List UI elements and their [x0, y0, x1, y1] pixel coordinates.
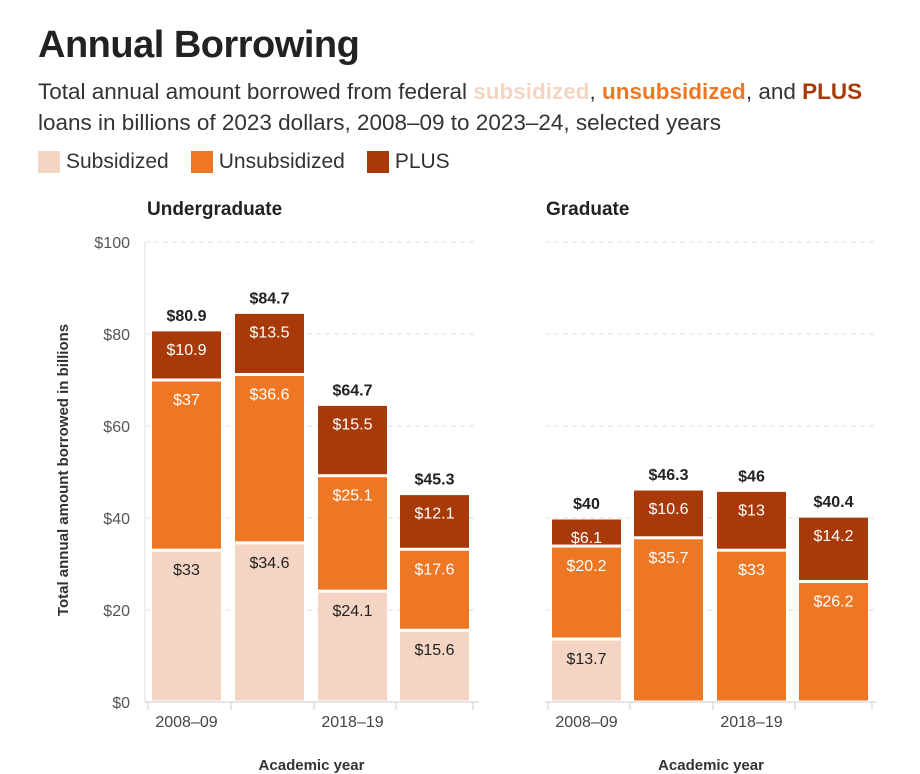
bar-segment-plus: [634, 490, 703, 537]
x-tick-label: 2018–19: [321, 714, 383, 731]
y-tick-label: $40: [103, 511, 130, 528]
subtitle-text-1: Total annual amount borrowed from federa…: [38, 79, 474, 104]
bar-segment-unsubsidized: [552, 547, 621, 638]
bar-segment-unsubsidized: [235, 375, 304, 542]
bar-segment-subsidized: [400, 631, 469, 701]
bar-value-label-subsidized: $33: [173, 562, 200, 579]
y-tick-label: $0: [112, 695, 130, 712]
y-tick-label: $20: [103, 603, 130, 620]
bar-segment-plus: [717, 491, 786, 549]
bar-value-label-unsubsidized: $33: [738, 562, 765, 579]
y-tick-label: $60: [103, 419, 130, 436]
x-axis-title: Academic year: [259, 757, 365, 774]
bar-segment-unsubsidized: [400, 550, 469, 629]
bar-value-label-unsubsidized: $26.2: [813, 593, 853, 610]
bar-total-label: $45.3: [414, 472, 454, 489]
bar-segment-plus: [799, 517, 868, 580]
bar-segment-subsidized: [235, 544, 304, 701]
legend-swatch-unsubsidized: [190, 151, 213, 173]
bar-value-label-plus: $6.1: [571, 530, 602, 547]
subtitle-text-3: , and: [745, 79, 803, 104]
panel-title-graduate: Graduate: [546, 199, 629, 220]
bar-total-label: $46: [738, 468, 765, 485]
bar-value-label-plus: $15.5: [332, 416, 372, 433]
bar-segment-unsubsidized: [152, 381, 221, 549]
bar-value-label-unsubsidized: $20.2: [566, 558, 606, 575]
bar-total-label: $40: [573, 496, 600, 513]
subtitle-keyword-unsubsidized: unsubsidized: [602, 79, 746, 104]
bar-total-label: $80.9: [166, 308, 206, 325]
bar-value-label-unsubsidized: $25.1: [332, 488, 372, 505]
bar-segment-unsubsidized: [717, 551, 786, 701]
legend-label-plus: PLUS: [394, 150, 450, 173]
x-tick-label: 2018–19: [720, 714, 782, 731]
chart-subtitle: Total annual amount borrowed from federa…: [38, 76, 913, 138]
legend-item-subsidized: Subsidized: [38, 150, 169, 174]
y-tick-label: $100: [94, 235, 130, 252]
bar-segment-unsubsidized: [318, 477, 387, 590]
y-axis-title: Total annual amount borrowed in billions: [55, 324, 72, 616]
legend-swatch-plus: [366, 151, 389, 173]
bar-segment-subsidized: [552, 640, 621, 701]
subtitle-text-4: loans in billions of 2023 dollars, 2008–…: [38, 110, 721, 135]
x-tick-label: 2008–09: [555, 714, 617, 731]
bar-total-label: $84.7: [249, 290, 289, 307]
legend-label-subsidized: Subsidized: [66, 150, 169, 173]
bar-segment-unsubsidized: [799, 582, 868, 701]
bar-value-label-unsubsidized: $17.6: [414, 561, 454, 578]
panel-title-undergraduate: Undergraduate: [147, 199, 282, 220]
subtitle-keyword-subsidized: subsidized: [473, 79, 590, 104]
bar-total-label: $40.4: [813, 494, 853, 511]
x-axis-title: Academic year: [658, 757, 764, 774]
bar-segment-subsidized: [318, 592, 387, 701]
bar-value-label-plus: $10.6: [648, 501, 688, 518]
bar-value-label-unsubsidized: $36.6: [249, 386, 289, 403]
bar-value-label-plus: $13: [738, 502, 765, 519]
bar-value-label-plus: $14.2: [813, 528, 853, 545]
legend-item-plus: PLUS: [366, 150, 450, 174]
bar-segment-plus: [400, 495, 469, 548]
bar-value-label-plus: $13.5: [249, 324, 289, 341]
legend-label-unsubsidized: Unsubsidized: [218, 150, 345, 173]
bar-value-label-subsidized: $34.6: [249, 555, 289, 572]
bar-value-label-subsidized: $13.7: [566, 651, 606, 668]
subtitle-text-2: ,: [589, 79, 603, 104]
bar-total-label: $64.7: [332, 382, 372, 399]
legend-item-unsubsidized: Unsubsidized: [190, 150, 345, 174]
bar-value-label-unsubsidized: $35.7: [648, 550, 688, 567]
bar-segment-plus: [552, 519, 621, 545]
bar-segment-plus: [235, 313, 304, 373]
bar-segment-subsidized: [152, 551, 221, 701]
bar-segment-plus: [318, 405, 387, 475]
bar-value-label-subsidized: $15.6: [414, 642, 454, 659]
x-tick-label: 2008–09: [155, 714, 217, 731]
chart-legend: Subsidized Unsubsidized PLUS: [38, 150, 472, 174]
bar-value-label-unsubsidized: $37: [173, 392, 200, 409]
bar-total-label: $46.3: [648, 467, 688, 484]
bar-segment-unsubsidized: [634, 539, 703, 701]
bar-value-label-plus: $12.1: [414, 506, 454, 523]
bar-value-label-plus: $10.9: [166, 342, 206, 359]
bar-segment-plus: [152, 331, 221, 379]
bar-value-label-subsidized: $24.1: [332, 603, 372, 620]
y-tick-label: $80: [103, 327, 130, 344]
legend-swatch-subsidized: [38, 151, 60, 173]
subtitle-keyword-plus: PLUS: [802, 79, 863, 104]
chart-title: Annual Borrowing: [38, 24, 360, 66]
